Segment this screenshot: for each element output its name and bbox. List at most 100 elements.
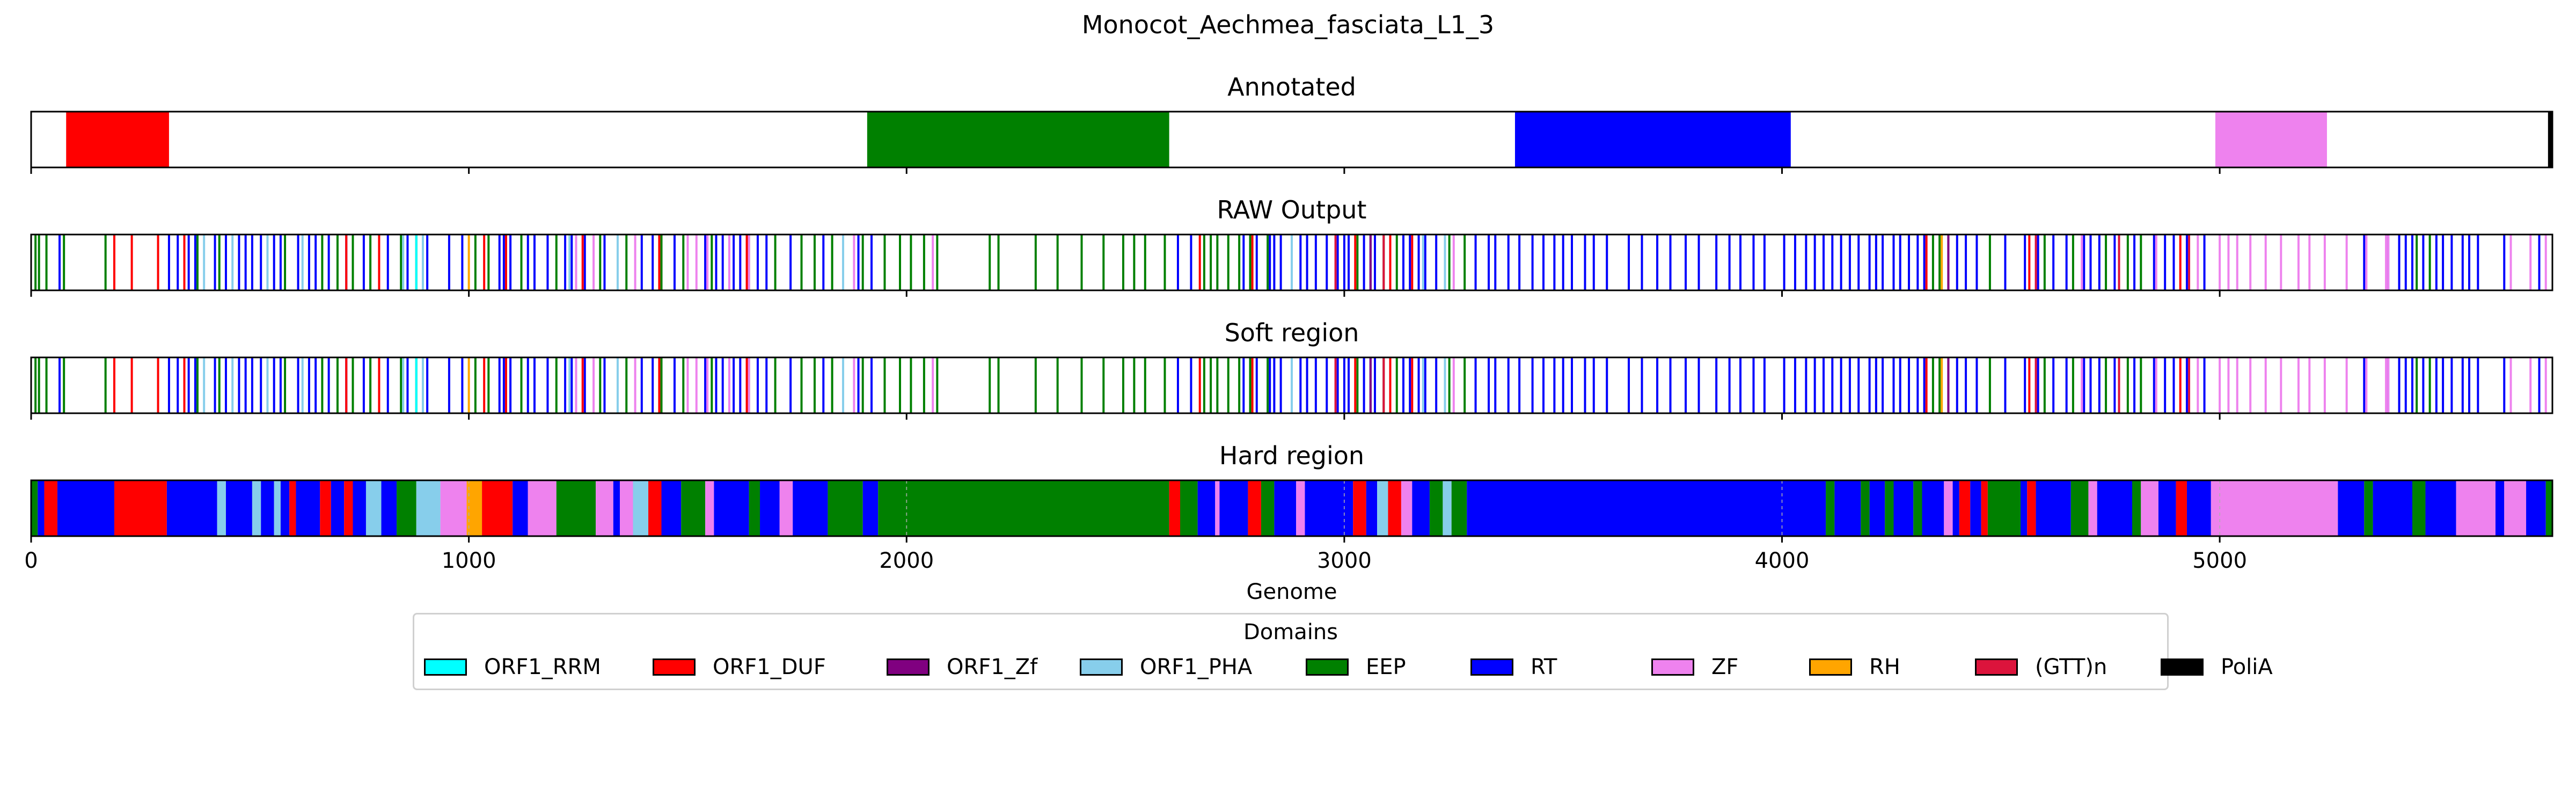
mark-zf [706, 235, 709, 290]
mark-eep [2126, 235, 2129, 290]
mark-rt [509, 357, 512, 413]
segment-orf1-duf [66, 112, 169, 167]
mark-orf1-pha [1444, 357, 1446, 413]
mark-eep [682, 357, 685, 413]
mark-rt [756, 357, 759, 413]
legend-item-orf1-zf: ORF1_Zf [887, 655, 1037, 679]
mark-rt [765, 357, 768, 413]
mark-rt [733, 357, 735, 413]
mark-rt [2164, 357, 2167, 413]
mark-eep [2416, 357, 2418, 413]
mark-rt [238, 235, 240, 290]
mark-rt [279, 235, 282, 290]
mark-rt [314, 357, 317, 413]
mark-rt [570, 357, 573, 413]
mark-rt [1417, 357, 1420, 413]
mark-eep [2428, 235, 2431, 290]
mark-rt [1474, 357, 1477, 413]
mark-rt [1417, 235, 1420, 290]
mark-rt [1176, 357, 1179, 413]
segment-zf [2088, 480, 2097, 536]
mark-zf [2385, 357, 2388, 413]
mark-rt [214, 357, 216, 413]
mark-orf1-duf [504, 235, 507, 290]
mark-rt [603, 235, 606, 290]
mark-eep [997, 357, 1000, 413]
segment-orf1-duf [1169, 480, 1181, 536]
mark-eep [1216, 357, 1219, 413]
mark-orf1-duf [1354, 235, 1357, 290]
mark-rt [273, 357, 275, 413]
mark-gtt-n [2188, 235, 2191, 290]
legend-item-zf: ZF [1651, 655, 1739, 679]
mark-rt [1975, 357, 1978, 413]
mark-zf [575, 357, 577, 413]
mark-rt [1306, 357, 1308, 413]
mark-eep [45, 235, 48, 290]
mark-orf1-duf [378, 235, 380, 290]
mark-rt [2203, 235, 2206, 290]
mark-eep [400, 357, 402, 413]
segment-rt [1514, 112, 1791, 167]
segment-zf [2141, 480, 2158, 536]
mark-rt [1822, 235, 1825, 290]
mark-rt [238, 357, 240, 413]
mark-eep [989, 357, 991, 413]
mark-eep [1988, 235, 1991, 290]
mark-rt [1805, 357, 1807, 413]
mark-rt [2089, 357, 2092, 413]
mark-rt [1965, 235, 1967, 290]
mark-rt [1269, 235, 1271, 290]
mark-rt [1875, 357, 1877, 413]
mark-rt [822, 235, 825, 290]
mark-rt [1739, 357, 1742, 413]
mark-eep [1163, 357, 1166, 413]
mark-zf [2387, 235, 2390, 290]
mark-rt [1669, 357, 1672, 413]
mark-orf1-pha [421, 357, 424, 413]
x-axis-label: Genome [1246, 580, 1337, 604]
segment-rt [1274, 480, 1297, 536]
segment-orf1-duf [44, 480, 57, 536]
mark-rt [1752, 235, 1755, 290]
mark-rt [789, 235, 792, 290]
mark-eep [1133, 235, 1136, 290]
mark-zf [748, 357, 750, 413]
mark-rt [1314, 357, 1317, 413]
mark-rt [2024, 357, 2026, 413]
mark-rt [251, 235, 253, 290]
mark-eep [1133, 357, 1136, 413]
x-tick-label: 1000 [442, 548, 496, 573]
mark-rt [673, 235, 676, 290]
mark-zf [2219, 235, 2221, 290]
mark-rt [314, 235, 317, 290]
mark-orf1-zf [1369, 357, 1372, 413]
mark-rt [2468, 235, 2471, 290]
mark-zf [2227, 235, 2230, 290]
mark-rt [297, 357, 299, 413]
segment-rt [2036, 480, 2071, 536]
segment-eep [1261, 480, 1275, 536]
mark-eep [813, 357, 816, 413]
mark-rt [570, 235, 573, 290]
legend-label: ZF [1711, 655, 1739, 679]
segment-orf1-duf [1248, 480, 1261, 536]
mark-eep [660, 357, 663, 413]
panel-soft-region: Soft region [30, 318, 2553, 420]
mark-rt [1783, 357, 1785, 413]
mark-rt [2133, 357, 2136, 413]
segment-zf [596, 480, 613, 536]
mark-rt [2442, 235, 2445, 290]
mark-eep [2428, 357, 2431, 413]
mark-rt [1326, 235, 1328, 290]
mark-orf1-duf [2028, 357, 2031, 413]
mark-rt [1669, 235, 1672, 290]
mark-rt [1592, 357, 1595, 413]
segment-orf1-duf [2027, 480, 2036, 536]
mark-rt [733, 235, 735, 290]
mark-orf1-pha [1444, 235, 1446, 290]
segment-rt [1366, 480, 1378, 536]
mark-rh [467, 235, 470, 290]
mark-rt [327, 235, 330, 290]
mark-rt [1363, 235, 1365, 290]
